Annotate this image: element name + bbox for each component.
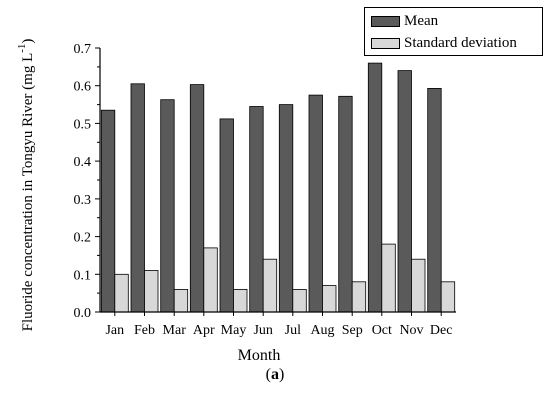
bar-mean-feb	[130, 83, 145, 313]
x-tick-label-sep: Sep	[342, 323, 363, 338]
y-tick-label: 0.3	[74, 193, 92, 208]
bar-std-apr	[203, 247, 218, 313]
x-tick-label-apr: Apr	[193, 323, 215, 338]
x-tick-label-dec: Dec	[430, 323, 453, 338]
legend: Mean Standard deviation	[364, 7, 543, 56]
x-tick-label-feb: Feb	[134, 323, 155, 338]
y-tick-label: 0.7	[74, 42, 92, 57]
legend-label-mean: Mean	[404, 12, 439, 29]
y-tick-label: 0.5	[74, 117, 92, 132]
legend-label-std: Standard deviation	[404, 34, 517, 51]
y-axis-label: Fluoride concentration in Tongyu River (…	[16, 39, 36, 332]
x-tick-label-nov: Nov	[399, 323, 423, 338]
legend-item-mean: Mean	[371, 11, 438, 31]
y-tick-label: 0.1	[74, 268, 92, 283]
y-axis-label-main: Fluoride concentration in Tongyu River (…	[20, 53, 36, 332]
bars-group	[100, 62, 456, 313]
x-axis-label: Month	[238, 347, 281, 364]
bar-std-mar	[173, 288, 189, 313]
bar-std-nov	[411, 258, 426, 313]
y-tick-label: 0.0	[74, 306, 92, 321]
x-tick-label-jan: Jan	[105, 323, 124, 338]
x-tick-label-jun: Jun	[253, 323, 272, 338]
bar-std-aug	[322, 285, 337, 313]
ticks-group: Jan Feb Mar Apr May Jun Jul Aug Sep Oct Nov Dec 0.0 0…	[74, 42, 453, 338]
figure-caption: (a)	[0, 366, 550, 384]
x-tick-label-may: May	[221, 323, 247, 338]
bar-std-jun	[262, 258, 278, 313]
caption-open: (	[265, 366, 271, 383]
caption-letter: a	[271, 366, 279, 383]
legend-item-std: Standard deviation	[371, 33, 517, 53]
bar-mean-jan	[100, 109, 116, 313]
bar-mean-may	[219, 118, 234, 313]
bar-mean-apr	[189, 84, 205, 313]
bar-mean-sep	[338, 95, 353, 313]
y-axis-label-close: )	[20, 39, 36, 44]
bar-mean-mar	[160, 99, 175, 313]
x-tick-label-aug: Aug	[310, 323, 334, 338]
bar-std-feb	[144, 270, 159, 313]
y-tick-label: 0.2	[74, 231, 92, 246]
caption-close: )	[279, 366, 285, 383]
bar-mean-nov	[397, 70, 412, 313]
bar-mean-jun	[249, 106, 264, 313]
legend-swatch-std	[371, 37, 400, 49]
bar-std-dec	[440, 281, 456, 313]
bar-std-jul	[292, 288, 307, 313]
bar-std-oct	[381, 243, 396, 313]
bar-mean-dec	[427, 88, 442, 313]
y-tick-label: 0.6	[74, 80, 92, 95]
legend-swatch-mean	[371, 15, 400, 27]
y-tick-label: 0.4	[74, 155, 92, 170]
bar-mean-jul	[278, 104, 294, 313]
x-tick-label-jul: Jul	[285, 323, 301, 338]
x-tick-label-oct: Oct	[372, 323, 392, 338]
bar-mean-aug	[308, 94, 323, 313]
bar-std-jan	[114, 273, 129, 313]
bar-std-may	[233, 288, 248, 313]
x-tick-label-mar: Mar	[163, 323, 187, 338]
bar-std-sep	[351, 281, 367, 313]
y-axis-label-unit-exponent: -1	[16, 44, 28, 53]
bar-mean-oct	[367, 62, 383, 313]
